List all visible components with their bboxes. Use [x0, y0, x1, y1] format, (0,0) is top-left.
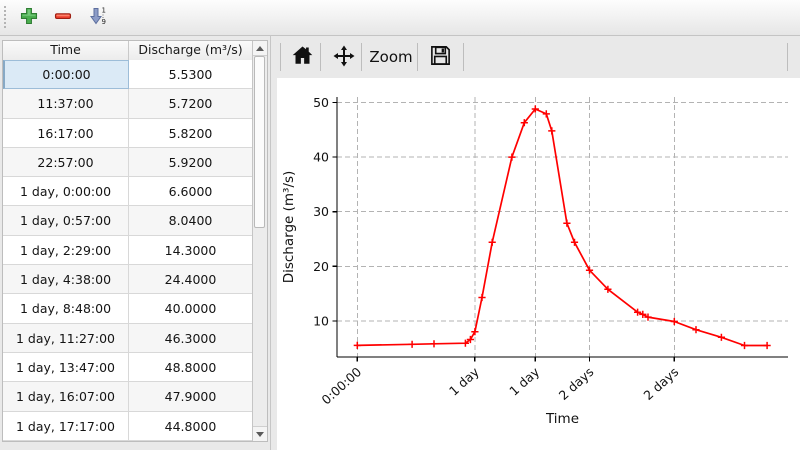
toolbar-separator	[320, 43, 321, 71]
table-row: 1 day, 2:29:00 14.3000	[3, 235, 253, 266]
table-row: 1 day, 13:47:00 48.8000	[3, 352, 253, 383]
table-row: 0:00:00 5.5300	[3, 60, 253, 90]
column-header-discharge[interactable]: Discharge (m³/s)	[129, 41, 253, 60]
time-cell[interactable]: 1 day, 0:00:00	[3, 177, 129, 207]
time-cell[interactable]: 22:57:00	[3, 147, 129, 178]
toolbar-separator	[361, 43, 362, 71]
discharge-hydrograph-chart[interactable]: 10 20 30 40 50 0:00:00 1 day 1 day 2 days 2 days D…	[277, 78, 800, 450]
y-tick-label: 50	[313, 95, 329, 110]
x-tick-label: 1 day	[506, 364, 542, 399]
time-cell[interactable]: 11:37:00	[3, 89, 129, 119]
y-tick-label: 20	[313, 259, 329, 274]
toolbar-separator	[463, 43, 464, 71]
table-row: 1 day, 0:00:00 6.6000	[3, 177, 253, 207]
x-axis-label: Time	[545, 411, 579, 427]
toolbar-separator	[787, 43, 788, 71]
time-cell[interactable]: 1 day, 8:48:00	[3, 294, 129, 324]
table-row: 1 day, 17:17:00 44.8000	[3, 411, 253, 441]
time-cell[interactable]: 1 day, 4:38:00	[3, 265, 129, 295]
series-plus-markers	[353, 105, 771, 350]
series-line	[356, 108, 768, 347]
toolbar-separator	[417, 43, 418, 71]
x-tick-label: 2 days	[556, 364, 597, 403]
main-toolbar: 1 9	[0, 0, 800, 36]
discharge-cell[interactable]: 44.8000	[129, 411, 253, 441]
table-row: 1 day, 4:38:00 24.4000	[3, 265, 253, 295]
time-cell[interactable]: 1 day, 2:29:00	[3, 235, 129, 266]
home-view-button[interactable]	[285, 43, 319, 71]
triangle-down-icon	[256, 431, 264, 437]
toolbar-separator	[280, 43, 281, 71]
zoom-button[interactable]: Zoom	[367, 43, 415, 71]
svg-text:1: 1	[102, 7, 106, 15]
timeseries-table: Time Discharge (m³/s) 0:00:00 5.5300 11:…	[2, 40, 268, 442]
time-cell[interactable]: 1 day, 17:17:00	[3, 411, 129, 441]
discharge-cell[interactable]: 6.6000	[129, 177, 253, 207]
scroll-up-button[interactable]	[253, 41, 267, 56]
discharge-cell[interactable]: 5.7200	[129, 89, 253, 119]
y-tick-label: 40	[313, 150, 329, 165]
time-cell[interactable]: 1 day, 11:27:00	[3, 323, 129, 353]
table-body: 0:00:00 5.5300 11:37:00 5.7200 16:17:00 …	[3, 60, 253, 441]
plus-icon	[20, 7, 38, 28]
chart-toolbar: Zoom	[271, 36, 800, 78]
table-row: 1 day, 8:48:00 40.0000	[3, 294, 253, 324]
x-tick-label: 0:00:00	[319, 364, 365, 407]
y-tick-label: 10	[313, 313, 329, 328]
table-header-row: Time Discharge (m³/s)	[3, 41, 253, 61]
minus-icon	[54, 7, 72, 28]
table-row: 16:17:00 5.8200	[3, 118, 253, 148]
x-tick-label: 2 days	[640, 364, 681, 403]
chart-canvas[interactable]: 10 20 30 40 50 0:00:00 1 day 1 day 2 days 2 days D…	[277, 78, 800, 450]
panel-divider	[270, 35, 271, 450]
time-cell[interactable]: 16:17:00	[3, 118, 129, 148]
discharge-cell[interactable]: 5.5300	[129, 60, 253, 90]
table-row: 22:57:00 5.9200	[3, 147, 253, 178]
scroll-down-button[interactable]	[253, 426, 267, 441]
save-figure-button[interactable]	[423, 43, 457, 71]
save-floppy-icon	[429, 44, 452, 70]
discharge-cell[interactable]: 46.3000	[129, 323, 253, 353]
discharge-cell[interactable]: 5.8200	[129, 118, 253, 148]
discharge-cell[interactable]: 5.9200	[129, 147, 253, 178]
discharge-cell[interactable]: 24.4000	[129, 265, 253, 295]
discharge-cell[interactable]: 40.0000	[129, 294, 253, 324]
pan-arrows-icon	[332, 44, 356, 71]
remove-row-button[interactable]	[50, 5, 76, 30]
discharge-cell[interactable]: 8.0400	[129, 206, 253, 236]
scrollbar-thumb[interactable]	[254, 56, 265, 228]
table-scrollbar[interactable]	[252, 41, 267, 441]
x-tick-label: 1 day	[446, 364, 482, 399]
y-axis-label: Discharge (m³/s)	[281, 171, 297, 284]
discharge-cell[interactable]: 47.9000	[129, 382, 253, 412]
table-row: 1 day, 0:57:00 8.0400	[3, 206, 253, 236]
time-cell[interactable]: 1 day, 13:47:00	[3, 352, 129, 383]
time-cell[interactable]: 1 day, 0:57:00	[3, 206, 129, 236]
y-tick-label: 30	[313, 204, 329, 219]
time-cell-selected[interactable]: 0:00:00	[3, 60, 129, 90]
svg-text:9: 9	[102, 18, 106, 26]
sort-numeric-descending-icon: 1 9	[87, 6, 107, 29]
table-row: 11:37:00 5.7200	[3, 89, 253, 119]
sort-rows-button[interactable]: 1 9	[84, 5, 110, 30]
discharge-cell[interactable]: 48.8000	[129, 352, 253, 383]
add-row-button[interactable]	[16, 5, 42, 30]
time-cell[interactable]: 1 day, 16:07:00	[3, 382, 129, 412]
pan-button[interactable]	[327, 43, 361, 71]
table-row: 1 day, 11:27:00 46.3000	[3, 323, 253, 353]
discharge-cell[interactable]: 14.3000	[129, 235, 253, 266]
table-row: 1 day, 16:07:00 47.9000	[3, 382, 253, 412]
column-header-time[interactable]: Time	[3, 41, 129, 60]
triangle-up-icon	[256, 45, 264, 51]
toolbar-drag-handle[interactable]	[4, 6, 9, 28]
home-icon	[291, 44, 314, 70]
